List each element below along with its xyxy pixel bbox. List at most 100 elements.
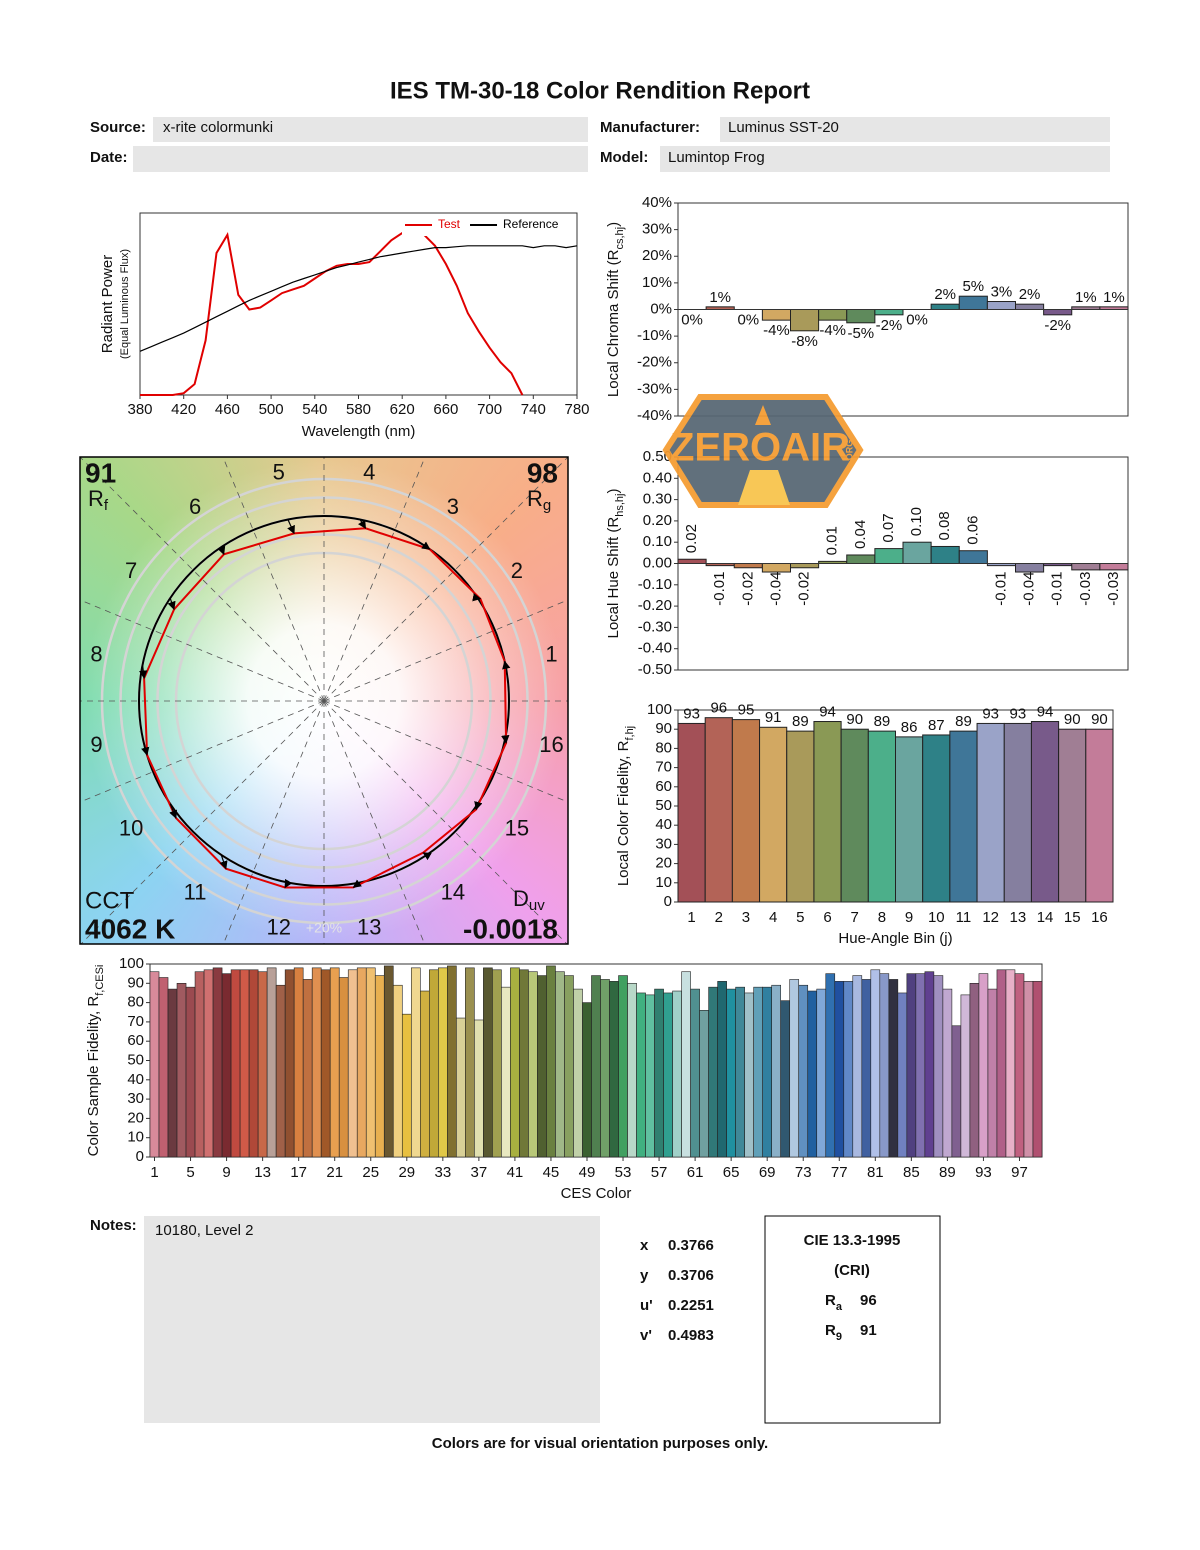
value-label: -4% <box>819 322 846 339</box>
bar <box>374 975 385 1158</box>
value-label: 90 <box>1064 711 1081 728</box>
x-tick-label: 25 <box>362 1164 379 1181</box>
bar <box>790 309 820 332</box>
value-label: 95 <box>738 702 755 719</box>
value-label: 0.10 <box>908 507 925 536</box>
vector-frame <box>79 456 569 945</box>
cri-subtitle: (CRI) <box>834 1262 870 1279</box>
x-tick-label: 700 <box>477 401 502 418</box>
x-tick-label: 3 <box>742 909 750 926</box>
bar <box>867 730 896 903</box>
watermark-text: ZEROAIR <box>670 426 850 470</box>
bar <box>888 979 899 1158</box>
x-tick-label: 9 <box>905 909 913 926</box>
bar <box>840 728 869 903</box>
bin-label: 11 <box>184 880 207 905</box>
value-label: -0.04 <box>767 572 784 606</box>
value-label: -2% <box>1044 317 1071 334</box>
x-axis-label: CES Color <box>561 1185 632 1202</box>
bar <box>681 971 691 1158</box>
x-tick-label: 500 <box>259 401 284 418</box>
y-tick-label: 10 <box>655 874 672 891</box>
notes-text: 10180, Level 2 <box>155 1222 253 1239</box>
y-axis-sublabel: (Equal Luminous Flux) <box>119 249 131 359</box>
bar <box>825 973 836 1158</box>
y-tick-label: 0.40 <box>643 469 672 486</box>
bar <box>699 1010 709 1158</box>
cri-r9-label: R9 <box>825 1322 842 1343</box>
bar <box>924 971 935 1158</box>
bar <box>861 979 872 1158</box>
y-tick-label: 40 <box>127 1071 144 1088</box>
y-tick-label: 10 <box>127 1129 144 1146</box>
field-value: Lumintop Frog <box>668 149 765 166</box>
bar <box>591 975 601 1158</box>
y-tick-label: 60 <box>127 1032 144 1049</box>
y-tick-label: 30 <box>127 1090 144 1107</box>
value-label: 93 <box>982 705 999 722</box>
x-tick-label: 620 <box>390 401 415 418</box>
y-tick-label: 100 <box>119 955 144 972</box>
bar <box>813 721 842 903</box>
value-label: 91 <box>765 709 782 726</box>
bar <box>438 967 448 1158</box>
value-label: 93 <box>683 705 700 722</box>
bar <box>600 979 610 1158</box>
bar <box>293 967 304 1158</box>
reference-circle <box>138 515 510 887</box>
bar <box>528 971 538 1158</box>
plot-area <box>139 212 578 396</box>
value-label: 0.06 <box>964 516 981 545</box>
bar <box>846 309 876 324</box>
bar <box>311 967 322 1158</box>
bar <box>555 971 565 1158</box>
value-label: 96 <box>710 700 727 717</box>
bin-label: 6 <box>189 494 201 519</box>
watermark: ZEROAIR ORG <box>662 394 864 508</box>
bin-boundary <box>323 700 568 803</box>
shift-arrow <box>422 852 432 861</box>
bar <box>933 975 944 1158</box>
value-label: 0.01 <box>824 526 841 555</box>
y-tick-label: -0.30 <box>638 618 672 635</box>
bar <box>761 309 791 321</box>
y-tick-label: 80 <box>127 994 144 1011</box>
y-tick-label: 0.10 <box>643 533 672 550</box>
value-label: -0.02 <box>739 572 756 606</box>
y-tick-label: 0 <box>664 893 672 910</box>
watermark-suffix: ORG <box>844 440 854 461</box>
bin-label: 14 <box>441 880 465 905</box>
y-tick-label: -30% <box>637 380 672 397</box>
shift-arrow <box>474 800 483 811</box>
bar <box>1085 728 1114 903</box>
value-label: 94 <box>1037 703 1054 720</box>
value-label: 0.04 <box>852 520 869 549</box>
label-part: ) <box>605 489 622 494</box>
label-sub: cs,hj <box>614 227 626 250</box>
bar <box>365 967 376 1158</box>
vector-plot <box>80 457 568 944</box>
bar <box>573 988 583 1158</box>
bar <box>843 981 854 1158</box>
y-tick-label: -0.40 <box>638 640 672 657</box>
bar <box>239 969 250 1158</box>
bar <box>266 967 277 1158</box>
bar <box>410 967 421 1158</box>
bin-boundary <box>80 599 325 702</box>
bar <box>731 719 761 903</box>
value-label: 87 <box>928 717 945 734</box>
rf-value: 91 <box>85 457 116 488</box>
value-label: -0.04 <box>1021 572 1038 606</box>
x-tick-label: 380 <box>127 401 152 418</box>
value-label: 94 <box>819 703 836 720</box>
shift-arrow <box>501 734 510 744</box>
footer-note: Colors are for visual orientation purpos… <box>432 1435 768 1452</box>
value-label: -0.03 <box>1077 572 1094 606</box>
bin-boundary <box>222 457 325 702</box>
rf-label: Rf <box>88 486 109 514</box>
y-tick-label: -40% <box>637 407 672 424</box>
cri-title: CIE 13.3-1995 <box>804 1232 901 1249</box>
